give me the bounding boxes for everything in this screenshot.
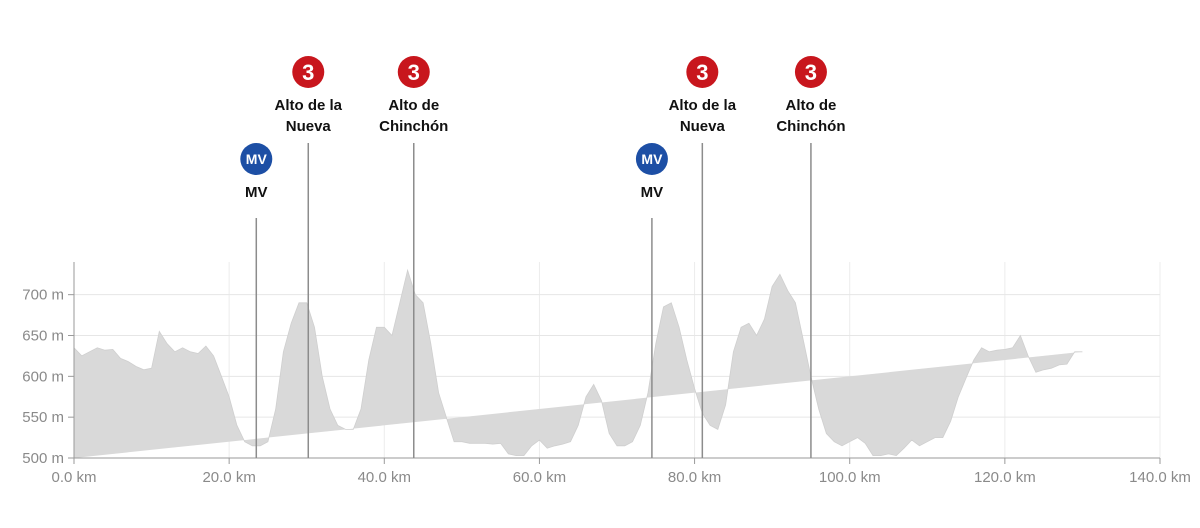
x-tick-label: 40.0 km xyxy=(358,469,411,486)
y-tick-label: 500 m xyxy=(22,450,64,467)
badge-text: 3 xyxy=(408,60,420,85)
y-tick-label: 650 m xyxy=(22,328,64,345)
badge-text: MV xyxy=(246,151,268,167)
climb-category-badge xyxy=(794,56,827,88)
x-tick-label: 100.0 km xyxy=(819,469,881,486)
marker-label: Alto de la xyxy=(275,97,343,114)
mv-badge xyxy=(635,143,668,175)
y-tick-label: 600 m xyxy=(22,368,64,385)
marker-label: Nueva xyxy=(286,118,332,135)
marker-label: Chinchón xyxy=(776,118,845,135)
marker-label: MV xyxy=(641,184,664,201)
mv-badge xyxy=(240,143,273,175)
marker-label: Nueva xyxy=(680,118,726,135)
climb-category-badge xyxy=(686,56,719,88)
badge-text: 3 xyxy=(302,60,314,85)
x-tick-label: 140.0 km xyxy=(1129,469,1191,486)
badge-text: 3 xyxy=(805,60,817,85)
marker-label: Alto de xyxy=(388,97,439,114)
x-tick-label: 20.0 km xyxy=(202,469,255,486)
x-tick-label: 0.0 km xyxy=(51,469,96,486)
marker-label: Alto de la xyxy=(669,97,737,114)
y-tick-label: 700 m xyxy=(22,287,64,304)
y-tick-label: 550 m xyxy=(22,409,64,426)
elevation-area xyxy=(73,268,1083,458)
badge-text: 3 xyxy=(696,60,708,85)
x-tick-label: 80.0 km xyxy=(668,469,721,486)
marker-label: MV xyxy=(245,184,268,201)
climb-category-badge xyxy=(292,56,325,88)
marker-label: Chinchón xyxy=(379,118,448,135)
marker-label: Alto de xyxy=(786,97,837,114)
x-tick-label: 60.0 km xyxy=(513,469,566,486)
x-tick-label: 120.0 km xyxy=(974,469,1036,486)
badge-text: MV xyxy=(641,151,663,167)
climb-category-badge xyxy=(397,56,430,88)
